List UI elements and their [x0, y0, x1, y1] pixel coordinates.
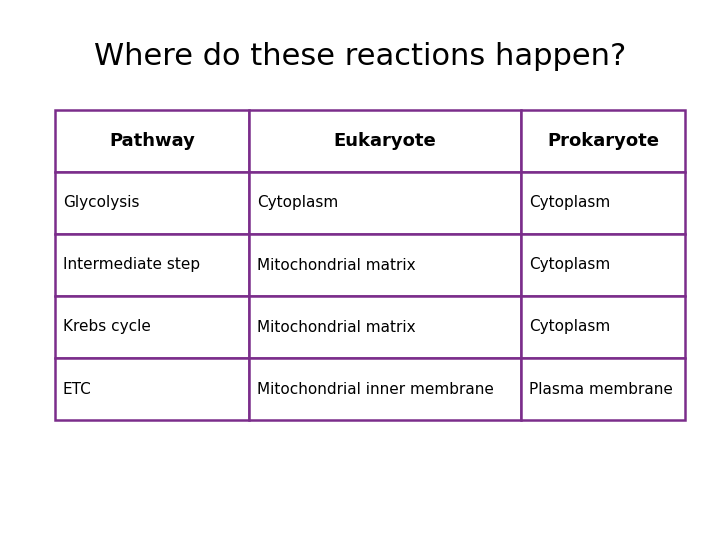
Bar [55, 358, 249, 420]
Bar [55, 110, 249, 172]
Text: Mitochondrial matrix: Mitochondrial matrix [257, 320, 415, 334]
Text: Prokaryote: Prokaryote [547, 132, 659, 150]
Bar [249, 234, 521, 296]
Text: Mitochondrial inner membrane: Mitochondrial inner membrane [257, 381, 494, 396]
Bar [521, 296, 685, 358]
Text: Krebs cycle: Krebs cycle [63, 320, 151, 334]
Bar [249, 172, 521, 234]
Bar [249, 296, 521, 358]
Bar [521, 172, 685, 234]
Text: Cytoplasm: Cytoplasm [529, 258, 611, 273]
Text: Plasma membrane: Plasma membrane [529, 381, 673, 396]
Text: Cytoplasm: Cytoplasm [257, 195, 338, 211]
Text: Mitochondrial matrix: Mitochondrial matrix [257, 258, 415, 273]
Text: Pathway: Pathway [109, 132, 195, 150]
Bar [55, 234, 249, 296]
Bar [249, 358, 521, 420]
Bar [521, 234, 685, 296]
Bar [55, 296, 249, 358]
Text: Cytoplasm: Cytoplasm [529, 320, 611, 334]
Text: Glycolysis: Glycolysis [63, 195, 140, 211]
Text: Where do these reactions happen?: Where do these reactions happen? [94, 42, 626, 71]
Text: Eukaryote: Eukaryote [334, 132, 436, 150]
Bar [249, 110, 521, 172]
Text: Cytoplasm: Cytoplasm [529, 195, 611, 211]
Text: Intermediate step: Intermediate step [63, 258, 200, 273]
Bar [55, 172, 249, 234]
Bar [521, 110, 685, 172]
Text: ETC: ETC [63, 381, 91, 396]
Bar [521, 358, 685, 420]
